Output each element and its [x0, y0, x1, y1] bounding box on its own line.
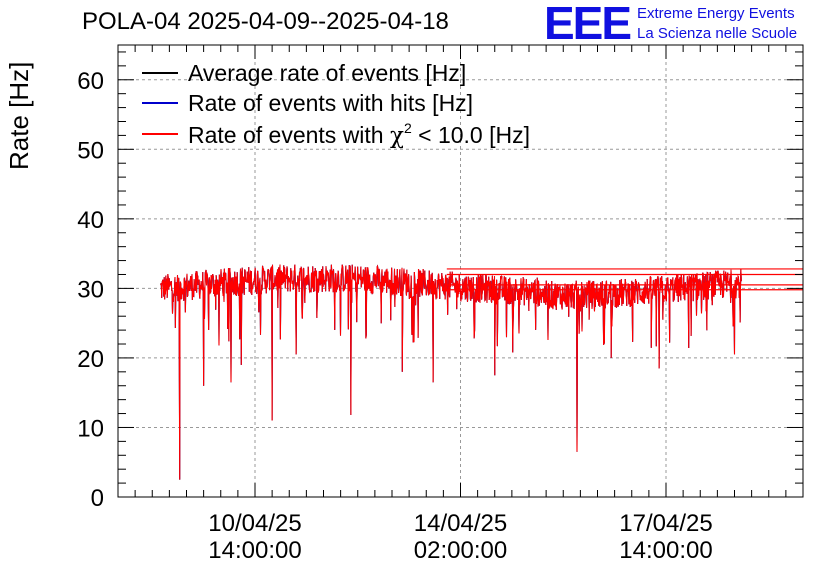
- y-tick-label: 10: [77, 415, 104, 442]
- y-tick-label: 60: [77, 68, 104, 95]
- x-tick-label-time: 14:00:00: [208, 537, 301, 564]
- logo-caption: Extreme Energy Events La Scienza nelle S…: [637, 4, 797, 44]
- legend: Average rate of events [Hz] Rate of even…: [142, 60, 530, 149]
- y-tick-label: 0: [91, 485, 104, 512]
- y-tick-label: 50: [77, 137, 104, 164]
- x-tick-label-time: 02:00:00: [414, 537, 507, 564]
- legend-label-average: Average rate of events [Hz]: [188, 60, 466, 86]
- series-average-rate: [160, 264, 742, 480]
- legend-label-hits: Rate of events with hits [Hz]: [188, 90, 473, 116]
- x-tick-label-date: 17/04/25: [619, 510, 712, 537]
- axis-ticks: 010203040506010/04/2514:00:0014/04/2502:…: [77, 45, 804, 564]
- chart-title: POLA-04 2025-04-09--2025-04-18: [82, 8, 449, 35]
- series-rate-chi2: [160, 264, 742, 480]
- x-tick-label-date: 10/04/25: [208, 510, 301, 537]
- y-tick-label: 40: [77, 207, 104, 234]
- series-rate-with-hits: [160, 264, 742, 480]
- data-series: [160, 264, 803, 480]
- y-axis-label: Rate [Hz]: [4, 61, 34, 170]
- logo-caption-line1: Extreme Energy Events: [637, 5, 795, 22]
- y-tick-label: 30: [77, 276, 104, 303]
- x-tick-label-date: 14/04/25: [414, 510, 507, 537]
- logo-caption-line2: La Scienza nelle Scuole: [637, 25, 798, 42]
- y-tick-label: 20: [77, 346, 104, 373]
- legend-label-chi2: Rate of events with χ2 < 10.0 [Hz]: [188, 120, 530, 149]
- x-tick-label-time: 14:00:00: [619, 537, 712, 564]
- eee-logo: EEE: [544, 0, 632, 49]
